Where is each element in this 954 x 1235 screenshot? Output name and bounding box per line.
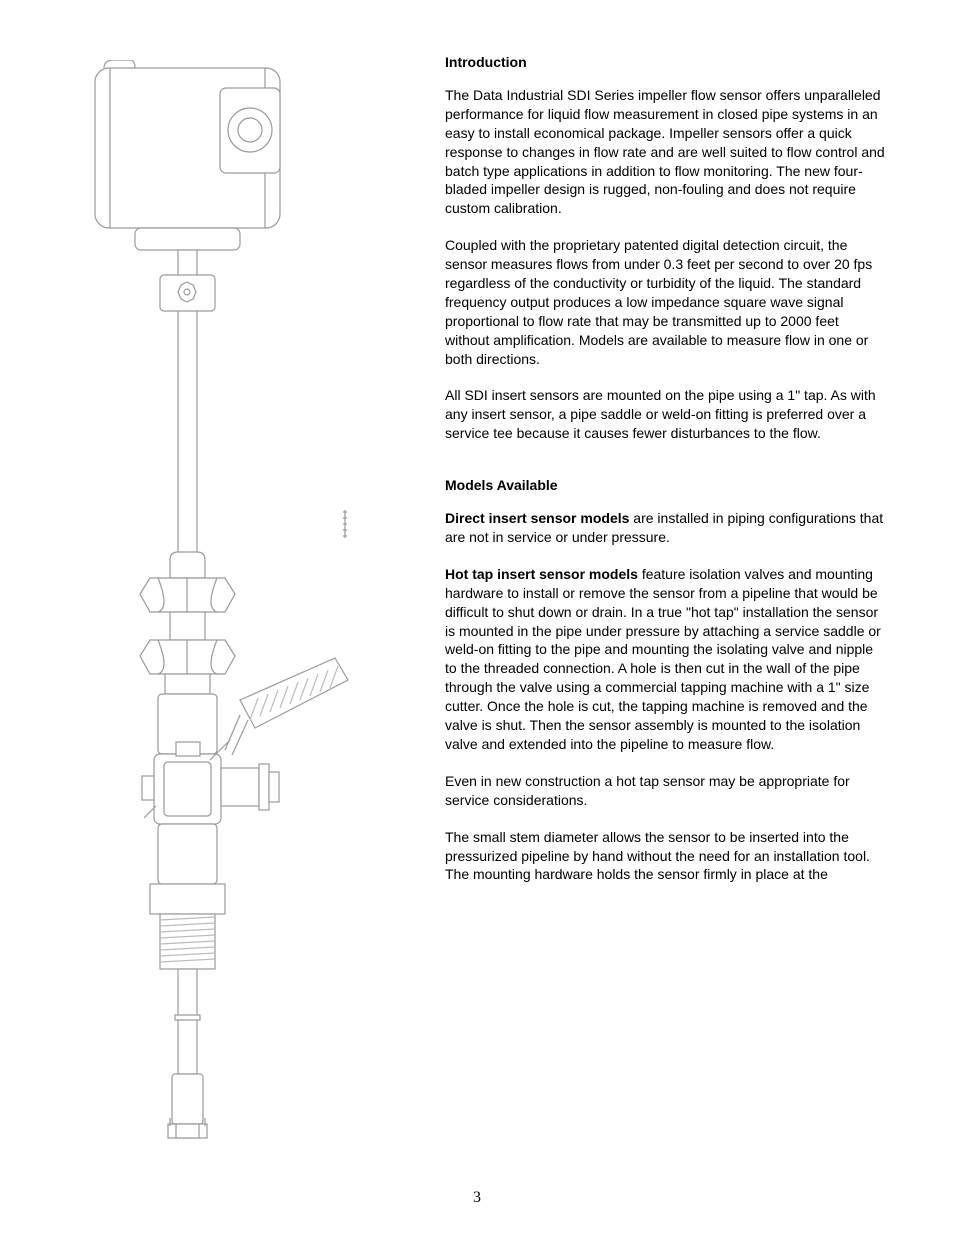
intro-paragraph-2: Coupled with the proprietary patented di… bbox=[445, 236, 885, 368]
models-paragraph-3: Even in new construction a hot tap senso… bbox=[445, 772, 885, 810]
text-column: Introduction The Data Industrial SDI Ser… bbox=[445, 54, 885, 902]
models-paragraph-2: Hot tap insert sensor models feature iso… bbox=[445, 565, 885, 754]
page: Introduction The Data Industrial SDI Ser… bbox=[0, 0, 954, 1235]
intro-paragraph-1: The Data Industrial SDI Series impeller … bbox=[445, 86, 885, 218]
hot-tap-bold: Hot tap insert sensor models bbox=[445, 566, 638, 582]
models-paragraph-4: The small stem diameter allows the senso… bbox=[445, 828, 885, 885]
heading-models-available: Models Available bbox=[445, 477, 885, 493]
sensor-svg bbox=[80, 60, 360, 1140]
models-paragraph-1: Direct insert sensor models are installe… bbox=[445, 509, 885, 547]
hot-tap-rest: feature isolation valves and mounting ha… bbox=[445, 566, 881, 752]
heading-introduction: Introduction bbox=[445, 54, 885, 70]
page-number: 3 bbox=[0, 1189, 954, 1207]
direct-insert-bold: Direct insert sensor models bbox=[445, 510, 629, 526]
sensor-diagram bbox=[80, 60, 360, 1140]
intro-paragraph-3: All SDI insert sensors are mounted on th… bbox=[445, 386, 885, 443]
